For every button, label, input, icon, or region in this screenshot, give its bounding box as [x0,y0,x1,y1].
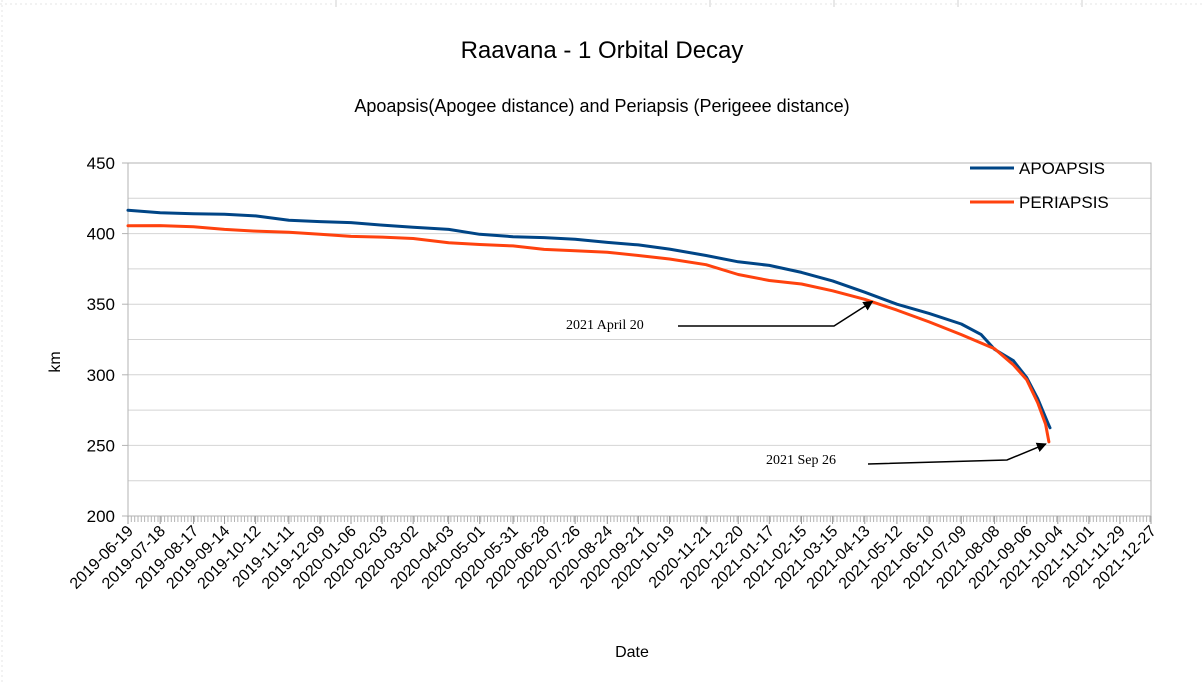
annotation-label-sep: 2021 Sep 26 [766,453,836,468]
x-axis-label: Date [615,644,649,661]
x-axis-tick-labels: 2019-06-192019-07-182019-08-172019-09-14… [67,516,1160,593]
plot-area-border [127,162,1152,517]
y-tick-label: 450 [87,154,115,173]
x-axis-minor-ticks [127,516,1151,522]
legend-label-apoapsis: APOAPSIS [1019,159,1105,178]
annotation-arrow-sep [867,442,1047,465]
annotation-label-april: 2021 April 20 [566,318,644,333]
y-tick-label: 300 [87,366,115,385]
y-tick-label: 400 [87,225,115,244]
chart-subtitle: Apoapsis(Apogee distance) and Periapsis … [354,96,849,116]
gridlines [128,162,1151,517]
y-tick-label: 350 [87,295,115,314]
y-axis-label: km [47,351,64,372]
annotation-arrow-april [678,300,874,327]
annotations: 2021 April 20 2021 Sep 26 [566,300,1047,468]
chart-title: Raavana - 1 Orbital Decay [461,37,744,64]
series-lines [126,208,1052,444]
y-tick-label: 250 [87,436,115,455]
legend-label-periapsis: PERIAPSIS [1019,193,1109,212]
y-tick-label: 200 [87,507,115,526]
series-line-periapsis [126,224,1051,444]
series-line-apoapsis [126,208,1052,430]
y-axis-tick-labels: 200 250 300 350 400 450 [87,154,128,526]
legend: APOAPSIS PERIAPSIS [970,159,1109,212]
x-minor-ticks [127,516,1151,522]
